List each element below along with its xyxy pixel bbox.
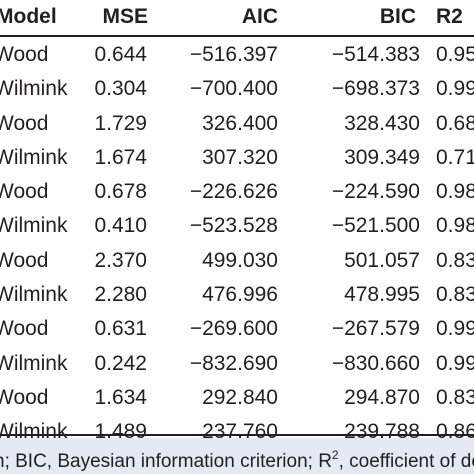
cell-aic: 237.760	[202, 420, 278, 444]
cell-r2: 0.95	[436, 43, 474, 66]
cell-model: Wood	[0, 248, 49, 272]
cell-model: Wilmink	[0, 283, 68, 307]
cell-bic: −521.500	[331, 214, 420, 238]
table-row: Wilmink 0.304 −700.400 −698.373 0.99	[0, 72, 474, 106]
cell-mse: 1.489	[94, 420, 147, 444]
cell-r2: 0.83	[436, 385, 474, 409]
cell-r2: 0.98	[436, 180, 474, 204]
footnote-band	[0, 438, 474, 474]
cell-bic: −698.373	[331, 77, 420, 101]
cell-mse: 2.370	[94, 248, 147, 272]
cell-mse: 0.242	[94, 351, 147, 375]
header-model: Model	[0, 5, 57, 28]
cell-bic: −514.383	[331, 43, 420, 66]
cell-aic: −226.626	[189, 180, 278, 204]
cell-aic: 326.400	[202, 111, 278, 135]
cell-mse: 0.678	[94, 180, 147, 204]
cell-r2: 0.83	[436, 248, 474, 272]
cell-aic: −269.600	[189, 317, 278, 341]
header-mse: MSE	[102, 5, 148, 28]
cell-r2: 0.68	[436, 111, 474, 135]
cell-mse: 1.729	[94, 111, 147, 135]
table-header-row: Model MSE AIC BIC R2	[0, 0, 474, 34]
cell-r2: 0.98	[436, 214, 474, 238]
cell-bic: 239.788	[344, 420, 420, 444]
cell-r2: 0.99	[436, 317, 474, 341]
table-body: Wood 0.644 −516.397 −514.383 0.95 Wilmink 0.30…	[0, 38, 474, 450]
table-row: Wilmink 2.280 476.996 478.995 0.83	[0, 278, 474, 312]
cell-mse: 2.280	[94, 283, 147, 307]
header-aic: AIC	[241, 5, 278, 28]
bottom-rule	[0, 434, 474, 436]
cell-mse: 0.304	[94, 77, 147, 101]
cell-bic: 328.430	[344, 111, 420, 135]
footnote-text-2: , coefficient of det	[338, 451, 474, 472]
cell-r2: 0.99	[436, 77, 474, 101]
cell-model: Wood	[0, 111, 49, 135]
cell-aic: −700.400	[189, 77, 278, 101]
cell-mse: 0.644	[94, 43, 147, 66]
cell-aic: 307.320	[202, 145, 278, 169]
cell-model: Wood	[0, 385, 49, 409]
cell-mse: 1.674	[94, 145, 147, 169]
cell-bic: 478.995	[344, 283, 420, 307]
cell-bic: −224.590	[331, 180, 420, 204]
table-row: Wilmink 0.410 −523.528 −521.500 0.98	[0, 209, 474, 243]
cell-aic: 292.840	[202, 385, 278, 409]
cell-model: Wood	[0, 317, 49, 341]
cell-model: Wood	[0, 43, 49, 66]
table-row: Wood 2.370 499.030 501.057 0.83	[0, 244, 474, 278]
cell-aic: −516.397	[189, 43, 278, 66]
cell-model: Wood	[0, 180, 49, 204]
footnote-text-1: n; BIC, Bayesian information criterion; …	[0, 451, 332, 472]
cell-aic: −523.528	[189, 214, 278, 238]
footnote-superscript: 2	[331, 448, 339, 462]
cell-r2: 0.99	[436, 351, 474, 375]
table-row: Wood 0.678 −226.626 −224.590 0.98	[0, 175, 474, 209]
table-footnote: n; BIC, Bayesian information criterion; …	[0, 440, 474, 474]
table-row: Wilmink 1.674 307.320 309.349 0.71	[0, 141, 474, 175]
cell-bic: −267.579	[331, 317, 420, 341]
table-row: Wilmink 1.489 237.760 239.788 0.86	[0, 415, 474, 449]
header-bic: BIC	[379, 5, 416, 28]
cell-r2: 0.83	[436, 283, 474, 307]
table-row: Wood 1.634 292.840 294.870 0.83	[0, 381, 474, 415]
cell-model: Wilmink	[0, 420, 68, 444]
cell-aic: 476.996	[202, 283, 278, 307]
cell-aic: −832.690	[189, 351, 278, 375]
cell-r2: 0.71	[436, 145, 474, 169]
table-row: Wood 0.631 −269.600 −267.579 0.99	[0, 312, 474, 346]
cell-model: Wilmink	[0, 145, 68, 169]
cell-bic: 309.349	[344, 145, 420, 169]
cell-bic: 294.870	[344, 385, 420, 409]
header-r2: R2	[436, 5, 463, 28]
table-row: Wood 0.644 −516.397 −514.383 0.95	[0, 38, 474, 72]
table-row: Wilmink 0.242 −832.690 −830.660 0.99	[0, 347, 474, 381]
cell-bic: −830.660	[331, 351, 420, 375]
header-rule	[0, 35, 474, 37]
cell-mse: 1.634	[94, 385, 147, 409]
cell-model: Wilmink	[0, 214, 68, 238]
cell-model: Wilmink	[0, 77, 68, 101]
cell-aic: 499.030	[202, 248, 278, 272]
cell-mse: 0.410	[94, 214, 147, 238]
cell-mse: 0.631	[94, 317, 147, 341]
cell-model: Wilmink	[0, 351, 68, 375]
cell-bic: 501.057	[344, 248, 420, 272]
cell-r2: 0.86	[436, 420, 474, 444]
table-row: Wood 1.729 326.400 328.430 0.68	[0, 107, 474, 141]
